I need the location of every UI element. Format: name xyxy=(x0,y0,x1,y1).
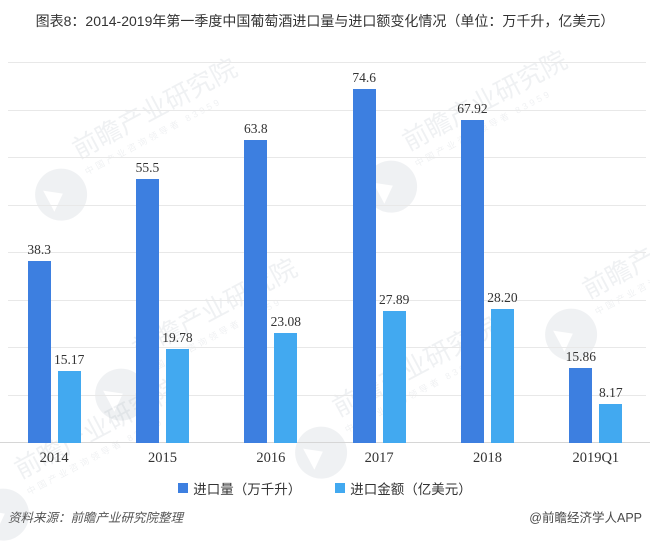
gridline xyxy=(8,157,646,158)
bar-import-value-2017: 27.89 xyxy=(379,292,409,443)
bar-group-2016: 63.8 23.08 xyxy=(217,63,325,443)
x-axis-label-2015: 2015 xyxy=(147,450,177,466)
x-axis-label-2017: 2017 xyxy=(364,450,394,466)
bar-import-volume-2019Q1: 15.86 xyxy=(566,349,596,443)
bar-import-value-2016: 23.08 xyxy=(271,314,301,443)
bar-group-2018: 67.92 28.20 xyxy=(433,63,541,443)
x-axis-label-2018: 2018 xyxy=(472,450,502,466)
legend-label-import-value: 进口金额（亿美元） xyxy=(350,482,472,497)
x-axis-line xyxy=(0,442,650,443)
bar-import-value-2019Q1: 8.17 xyxy=(599,385,623,443)
gridline xyxy=(8,299,646,301)
x-axis-label-2019Q1: 2019Q1 xyxy=(572,450,620,466)
footer-source: 资料来源：前瞻产业研究院整理 xyxy=(8,511,184,525)
bar-import-volume-2017: 74.6 xyxy=(352,70,376,443)
gridline xyxy=(8,347,646,348)
bar-import-value-2015: 19.78 xyxy=(162,330,193,443)
legend-marker-import-value-icon xyxy=(335,483,346,493)
bar-group-2019Q1: 15.86 8.17 xyxy=(542,63,650,443)
bar-import-volume-2016: 63.8 xyxy=(244,121,268,443)
bar-group-2015: 55.5 19.78 xyxy=(108,63,216,443)
chart-title: 图表8：2014-2019年第一季度中国葡萄酒进口量与进口额变化情况（单位：万千… xyxy=(35,13,615,29)
bar-value-label: 55.5 xyxy=(135,160,160,176)
bar-import-value-2018: 28.20 xyxy=(487,290,518,443)
bar-group-2014: 38.3 15.17 xyxy=(0,63,108,443)
bar-value-label: 19.78 xyxy=(162,330,193,345)
plot-area: 38.3 15.17 55.5 19.78 63.8 23.08 74.6 27.89 67.9… xyxy=(0,62,650,443)
gridline xyxy=(8,109,646,111)
bar-import-volume-2014: 38.3 xyxy=(27,242,51,443)
bar-value-label: 27.89 xyxy=(378,291,410,307)
legend: 进口量（万千升） 进口金额（亿美元） xyxy=(0,478,650,498)
x-axis-label-2014: 2014 xyxy=(39,450,69,466)
gridline xyxy=(8,394,646,396)
bar-import-volume-2018: 67.92 xyxy=(457,101,488,443)
footer-credit: @前瞻经济学人APP xyxy=(529,511,642,525)
x-axis-labels: 2014 2015 2016 2017 2018 2019Q1 xyxy=(0,450,650,467)
legend-item-import-volume: 进口量（万千升） xyxy=(178,478,301,498)
bar-groups: 38.3 15.17 55.5 19.78 63.8 23.08 74.6 27.89 67.9… xyxy=(0,63,650,443)
bar-value-label: 74.6 xyxy=(352,69,376,85)
x-axis-label-2016: 2016 xyxy=(256,450,286,466)
bar-value-label: 8.17 xyxy=(598,385,623,401)
bar-value-label: 67.92 xyxy=(457,101,488,117)
gridline xyxy=(8,204,646,206)
bar-value-label: 63.8 xyxy=(244,120,268,136)
gridline xyxy=(8,62,646,63)
legend-marker-import-volume-icon xyxy=(178,483,189,493)
bar-value-label: 38.3 xyxy=(27,242,51,258)
bar-value-label: 15.17 xyxy=(53,351,85,367)
bar-import-volume-2015: 55.5 xyxy=(136,160,159,443)
gridline xyxy=(8,252,646,253)
legend-item-import-value: 进口金额（亿美元） xyxy=(335,478,472,498)
bar-group-2017: 74.6 27.89 xyxy=(325,63,433,443)
bar-value-label: 15.86 xyxy=(565,348,596,364)
bar-import-value-2014: 15.17 xyxy=(54,352,84,443)
bar-value-label: 23.08 xyxy=(270,314,301,330)
bar-value-label: 28.20 xyxy=(487,290,518,306)
legend-label-import-volume: 进口量（万千升） xyxy=(193,482,302,497)
